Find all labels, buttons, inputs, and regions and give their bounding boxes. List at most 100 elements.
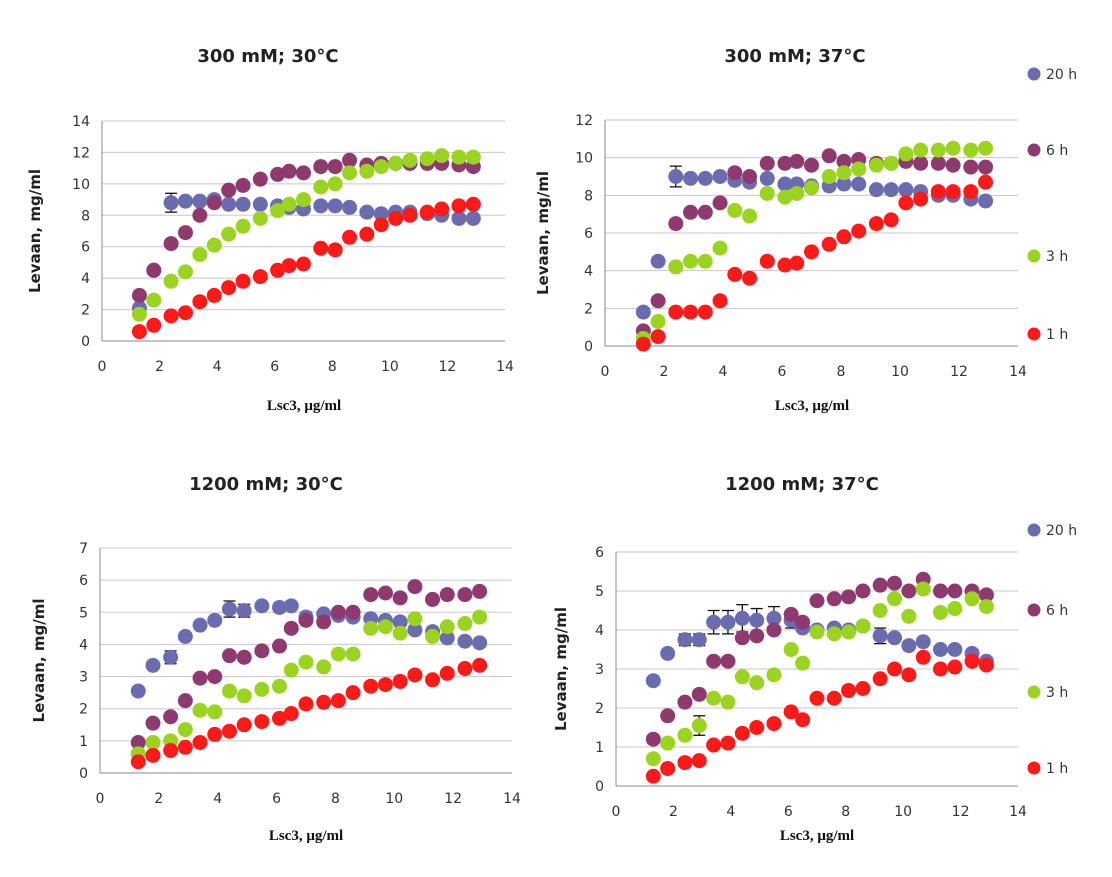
x-axis-label: Lsc3, μg/ml bbox=[775, 398, 849, 414]
data-point bbox=[439, 587, 455, 603]
data-point bbox=[650, 253, 666, 269]
data-point bbox=[872, 603, 888, 618]
data-point bbox=[851, 176, 867, 192]
legend-label-1h: 1 h bbox=[1046, 327, 1068, 343]
x-tick-label: 0 bbox=[98, 359, 107, 375]
data-point bbox=[706, 614, 722, 630]
data-point bbox=[712, 293, 728, 309]
data-point bbox=[650, 314, 666, 330]
data-point bbox=[887, 591, 903, 607]
data-point bbox=[668, 216, 684, 232]
y-tick-label: 0 bbox=[79, 766, 88, 782]
legend-marker-6h bbox=[1027, 603, 1041, 617]
data-point bbox=[759, 170, 775, 186]
data-point bbox=[697, 170, 713, 186]
data-point bbox=[660, 645, 676, 661]
data-point bbox=[434, 201, 450, 217]
data-point bbox=[683, 304, 699, 320]
data-point bbox=[734, 669, 750, 685]
y-tick-label: 8 bbox=[81, 208, 90, 224]
data-point bbox=[727, 165, 743, 181]
data-point bbox=[706, 737, 722, 753]
data-point bbox=[192, 207, 208, 223]
data-point bbox=[388, 210, 404, 226]
data-point bbox=[789, 153, 805, 169]
data-point bbox=[270, 262, 286, 278]
data-point bbox=[221, 683, 237, 699]
data-point bbox=[283, 662, 299, 678]
x-tick-label: 10 bbox=[891, 364, 909, 380]
y-tick-label: 4 bbox=[584, 264, 593, 280]
y-tick-label: 12 bbox=[72, 145, 90, 161]
data-point bbox=[254, 643, 270, 659]
data-point bbox=[163, 273, 179, 289]
data-point bbox=[795, 655, 811, 671]
data-point bbox=[826, 690, 842, 706]
data-point bbox=[947, 601, 963, 617]
x-tick-label: 12 bbox=[444, 791, 462, 807]
data-point bbox=[145, 715, 161, 731]
data-point bbox=[281, 196, 297, 212]
data-point bbox=[677, 632, 693, 648]
x-tick-label: 2 bbox=[660, 364, 669, 380]
x-tick-label: 6 bbox=[270, 359, 279, 375]
data-point bbox=[392, 590, 408, 606]
x-tick-label: 10 bbox=[894, 804, 912, 820]
data-point bbox=[457, 587, 473, 603]
data-point bbox=[283, 598, 299, 614]
data-point bbox=[345, 685, 361, 701]
series-3h bbox=[130, 609, 488, 762]
data-point bbox=[272, 710, 288, 726]
data-point bbox=[363, 620, 379, 636]
data-point bbox=[868, 216, 884, 232]
x-tick-label: 2 bbox=[669, 804, 678, 820]
data-point bbox=[836, 153, 852, 169]
data-point bbox=[327, 242, 343, 258]
data-point bbox=[766, 667, 782, 683]
data-point bbox=[932, 642, 948, 657]
series-6h bbox=[130, 579, 488, 750]
data-point bbox=[359, 163, 375, 179]
data-point bbox=[964, 653, 980, 669]
data-point bbox=[270, 166, 286, 182]
data-point bbox=[978, 140, 994, 156]
data-point bbox=[402, 207, 418, 223]
data-point bbox=[777, 155, 793, 171]
x-tick-label: 4 bbox=[213, 791, 222, 807]
data-point bbox=[804, 244, 819, 260]
data-point bbox=[945, 157, 961, 173]
data-point bbox=[327, 176, 343, 192]
data-point bbox=[759, 155, 775, 171]
series-6h bbox=[645, 571, 994, 747]
data-point bbox=[254, 598, 270, 614]
data-point bbox=[131, 324, 147, 340]
x-tick-label: 2 bbox=[155, 359, 164, 375]
data-point bbox=[742, 208, 758, 224]
legend-label-20h: 20 h bbox=[1046, 67, 1077, 83]
data-point bbox=[683, 204, 699, 220]
data-point bbox=[192, 670, 208, 686]
data-point bbox=[945, 140, 961, 156]
x-tick-label: 14 bbox=[1009, 804, 1027, 820]
data-point bbox=[434, 148, 450, 164]
data-point bbox=[645, 768, 661, 784]
data-point bbox=[913, 191, 929, 207]
data-point bbox=[898, 195, 914, 211]
data-point bbox=[734, 630, 750, 646]
data-point bbox=[377, 585, 393, 601]
data-point bbox=[236, 603, 252, 619]
x-tick-label: 4 bbox=[719, 364, 728, 380]
chart-panel-1: 300 mM; 30°C 0 2 4 6 8 10 12 14 0 2 4 6 8 10 12 14 Levaan… bbox=[26, 46, 514, 414]
y-tick-label: 4 bbox=[595, 623, 604, 639]
data-point bbox=[439, 630, 455, 646]
data-point bbox=[236, 688, 252, 704]
data-point bbox=[650, 293, 666, 309]
y-axis-label: Levaan, mg/ml bbox=[552, 607, 570, 731]
data-point bbox=[706, 690, 722, 706]
data-point bbox=[635, 304, 651, 320]
data-point bbox=[236, 717, 252, 733]
data-point bbox=[727, 266, 743, 282]
data-point bbox=[283, 706, 299, 722]
